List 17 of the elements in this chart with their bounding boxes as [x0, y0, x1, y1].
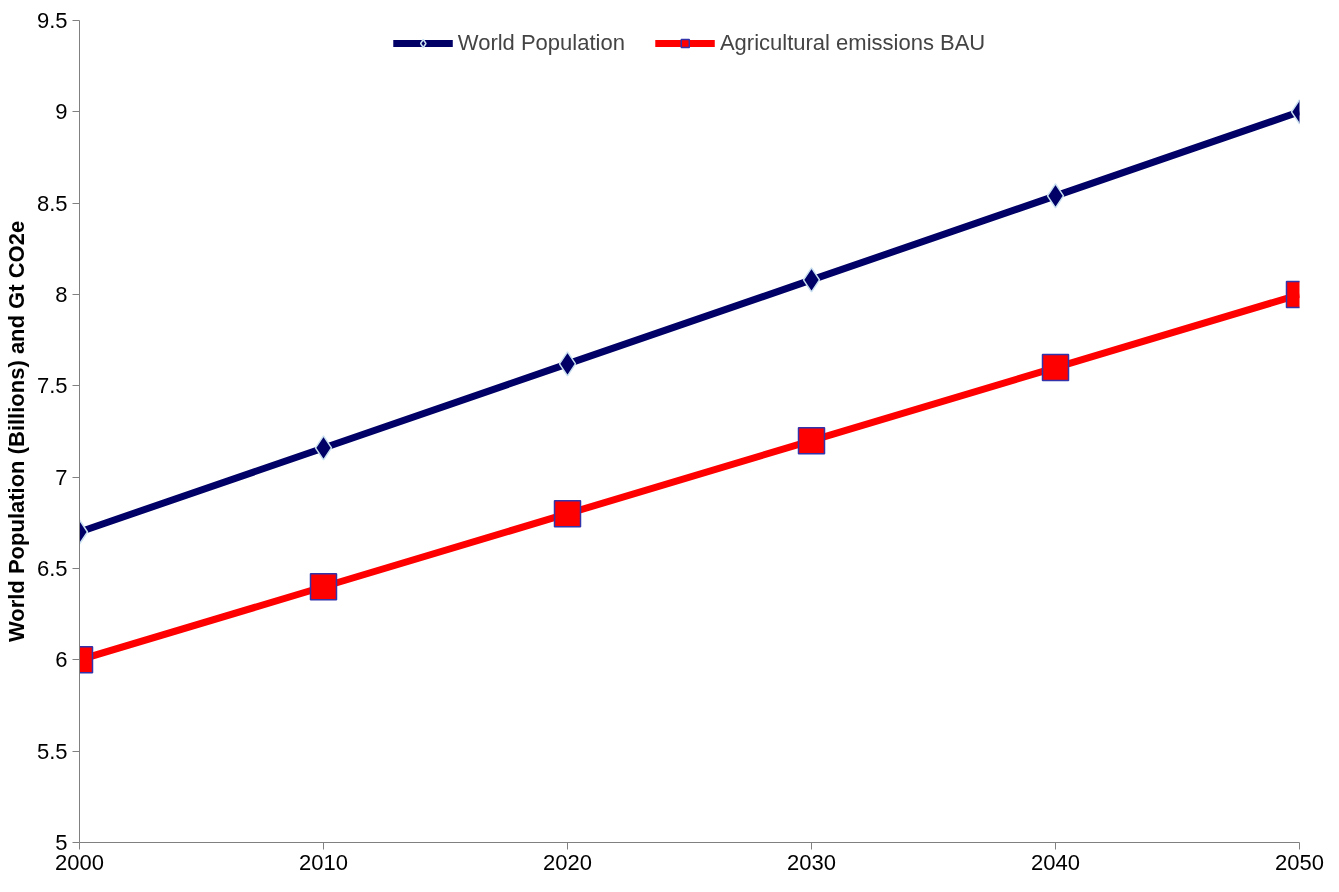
x-tick-label: 2030 [787, 849, 836, 875]
y-tick-label: 6.5 [36, 556, 68, 581]
y-tick-label: 5.5 [36, 738, 68, 764]
y-tick-label: 9 [55, 99, 68, 125]
y-tick-label: 6 [55, 647, 68, 673]
legend-label: World Population [457, 30, 625, 56]
x-tick-label: 2050 [1275, 849, 1324, 875]
y-tick-label: 8.5 [36, 190, 68, 216]
x-tick-label: 2040 [1031, 849, 1080, 875]
x-tick-label: 2010 [299, 849, 348, 875]
y-tick-label: 7 [55, 464, 68, 490]
x-tick-label: 2020 [543, 849, 592, 875]
y-tick-label: 9.5 [36, 8, 68, 33]
y-tick-label: 7.5 [36, 373, 68, 399]
y-tick-label: 8 [55, 282, 68, 307]
y-axis-title: World Population (Billions) and Gt CO2e [3, 220, 29, 643]
legend-label: Agricultural emissions BAU [719, 30, 986, 56]
